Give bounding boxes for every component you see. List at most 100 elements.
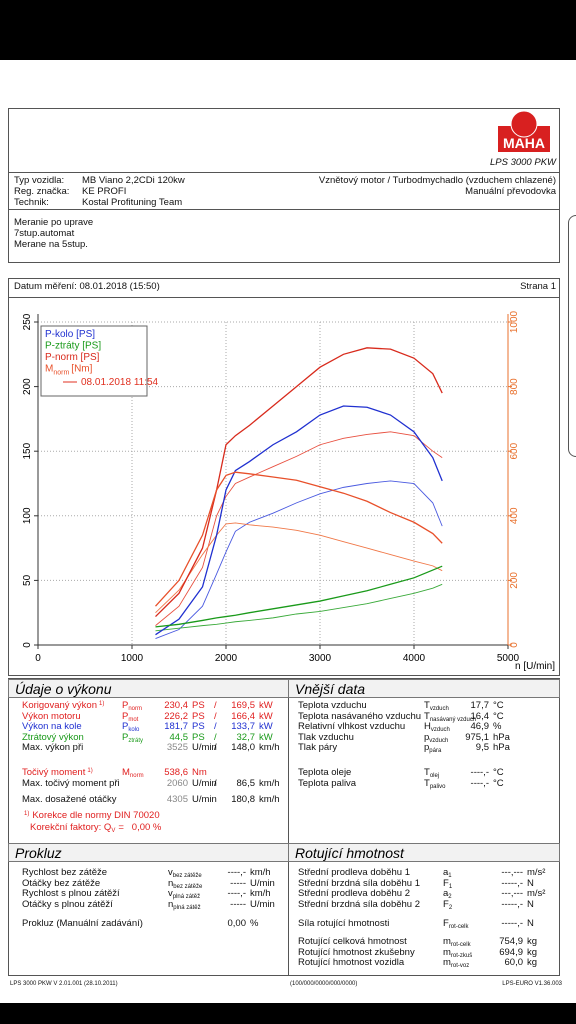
- row-label: Točivý moment 1): [22, 767, 93, 778]
- separator: /: [214, 710, 217, 722]
- value: -----: [230, 898, 246, 910]
- vehicle-value: KE PROFI: [82, 186, 127, 197]
- x-tick-label: 3000: [309, 653, 332, 664]
- row-label: Rotující hmotnost zkušebny: [298, 946, 415, 958]
- symbol-subscript: nasávaný vzduch: [429, 716, 477, 723]
- symbol: Tnasávaný vzduch: [424, 710, 477, 723]
- row-label: Střední prodleva doběhu 1: [298, 867, 410, 878]
- x-tick-label: 4000: [403, 653, 426, 664]
- row-label: Max. výkon při: [22, 742, 84, 753]
- row-label: Střední prodleva doběhu 2: [298, 888, 410, 899]
- section-title: Vnější data: [295, 681, 366, 697]
- y-tick-label: 150: [22, 442, 33, 459]
- value: 0,00: [227, 918, 247, 929]
- row-label: Teplota oleje: [298, 767, 352, 778]
- section-header: Prokluz: [8, 843, 289, 862]
- legend-entry: 08.01.2018 11:54: [81, 377, 159, 388]
- y-tick-label: 50: [22, 574, 33, 586]
- series-line: [155, 431, 443, 626]
- unit: °C: [493, 767, 504, 778]
- footer-text: LPS-EURO V1.36.003: [502, 981, 562, 987]
- row-label: Rotující celková hmotnost: [298, 936, 407, 947]
- separator: /: [214, 731, 217, 743]
- row-label: Rotující hmotnost vozidla: [298, 957, 405, 968]
- row-label: Otáčky bez zátěže: [22, 877, 101, 889]
- x-tick-label: 2000: [215, 653, 238, 664]
- y2-tick-label: 800: [509, 378, 520, 395]
- y2-tick-label: 1000: [509, 310, 520, 333]
- section-header: Rotující hmotnost: [288, 843, 560, 862]
- unit: U/min: [192, 742, 217, 753]
- row-label: Relativní vlhkost vzduchu: [298, 721, 406, 732]
- row-label: Teplota vzduchu: [298, 700, 367, 711]
- unit: km/h: [250, 867, 271, 878]
- note: 7stup.automat: [14, 228, 75, 239]
- x-tick-label: 5000: [497, 653, 520, 664]
- value: 86,5: [236, 777, 256, 789]
- unit: U/min: [250, 898, 275, 910]
- unit: Nm: [192, 767, 207, 778]
- value: -----,-: [501, 918, 523, 929]
- unit: °C: [493, 777, 504, 789]
- value: 4305: [166, 794, 188, 805]
- y-tick-label: 200: [22, 378, 33, 395]
- series-line: [155, 522, 443, 614]
- value: 975,1: [465, 731, 489, 743]
- symbol-subscript: olej: [429, 773, 440, 779]
- symbol-subscript: bez zátěže: [172, 873, 202, 879]
- symbol: vbez zátěže: [168, 867, 202, 879]
- unit: kg: [527, 936, 538, 947]
- symbol-subscript: mot: [128, 716, 139, 723]
- vehicle-label: Typ vozidla:: [14, 175, 65, 186]
- symbol-subscript: norm: [128, 706, 143, 712]
- row-label: Výkon motoru: [22, 710, 81, 722]
- unit: kW: [259, 731, 273, 743]
- value: 694,9: [499, 946, 523, 958]
- unit: PS: [192, 721, 205, 732]
- unit: kW: [259, 721, 273, 732]
- value: 32,7: [236, 731, 256, 743]
- symbol: mrot-zkuš: [443, 946, 473, 959]
- separator: /: [214, 700, 217, 711]
- unit: N: [527, 877, 534, 889]
- series-line: [155, 405, 443, 636]
- symbol: nbez zátěže: [168, 877, 203, 890]
- footnote: Korekční faktory: QV = 0,00 %: [30, 822, 161, 835]
- vehicle-label: Reg. značka:: [14, 186, 70, 197]
- unit: °C: [493, 710, 504, 722]
- legend-symbol: M: [45, 364, 53, 375]
- vehicle-value: Kostal Profituning Team: [82, 197, 183, 208]
- row-label: Tlak páry: [298, 742, 338, 753]
- section-title: Prokluz: [15, 845, 62, 861]
- row-label: Teplota paliva: [298, 777, 357, 789]
- y2-tick-label: 200: [509, 572, 520, 589]
- section-title: Rotující hmotnost: [295, 845, 404, 861]
- unit: km/h: [259, 777, 280, 789]
- value: 166,4: [231, 710, 255, 722]
- unit: PS: [192, 710, 205, 722]
- unit: PS: [192, 731, 205, 743]
- vehicle-info: Manuální převodovka: [465, 186, 556, 197]
- row-label: Ztrátový výkon: [22, 731, 84, 743]
- value: ---,---: [501, 888, 523, 899]
- series-line: [155, 471, 443, 607]
- x-axis-label: n [U/min]: [515, 661, 555, 672]
- value: 3525: [166, 742, 188, 753]
- row-label: Střední brzdná síla doběhu 1: [298, 877, 421, 889]
- logo-badge: [510, 110, 538, 138]
- unit: hPa: [493, 731, 510, 743]
- footnote-mark: 1): [24, 811, 30, 817]
- value: ----,-: [227, 867, 246, 878]
- value: 46,9: [470, 721, 490, 732]
- symbol: Hvzduch: [424, 721, 450, 733]
- footer-text: LPS 3000 PKW V 2.01.001 (28.10.2011): [10, 981, 118, 987]
- row-label: Střední brzdná síla doběhu 2: [298, 898, 421, 910]
- footnote-text: Korekční faktory: Q: [30, 822, 112, 833]
- symbol: Tvzduch: [424, 700, 449, 712]
- legend-entry: P-ztráty [PS]: [45, 341, 101, 352]
- y2-tick-label: 400: [509, 507, 520, 524]
- unit: °C: [493, 700, 504, 711]
- unit: m/s²: [527, 867, 546, 878]
- symbol: ppára: [424, 742, 442, 754]
